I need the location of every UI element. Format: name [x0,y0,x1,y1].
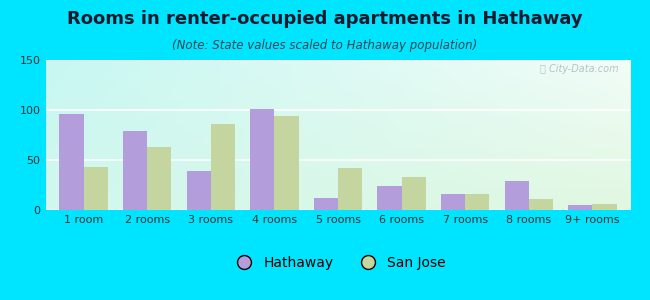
Bar [314,198,338,210]
Text: Rooms in renter-occupied apartments in Hathaway: Rooms in renter-occupied apartments in H… [67,11,583,28]
Bar [465,194,489,210]
Bar [250,109,274,210]
Bar [528,199,553,210]
Text: (Note: State values scaled to Hathaway population): (Note: State values scaled to Hathaway p… [172,39,478,52]
Text: ⓘ City-Data.com: ⓘ City-Data.com [540,64,619,74]
Bar [441,194,465,210]
Bar [211,124,235,210]
Bar [187,171,211,210]
Legend: Hathaway, San Jose: Hathaway, San Jose [224,250,452,275]
Bar [378,186,402,210]
Bar [148,147,172,210]
Bar [568,205,592,210]
Bar [274,116,298,210]
Bar [123,131,148,210]
Bar [338,168,362,210]
Bar [592,204,616,210]
Bar [60,114,84,210]
Bar [402,177,426,210]
Bar [504,181,528,210]
Bar [84,167,108,210]
